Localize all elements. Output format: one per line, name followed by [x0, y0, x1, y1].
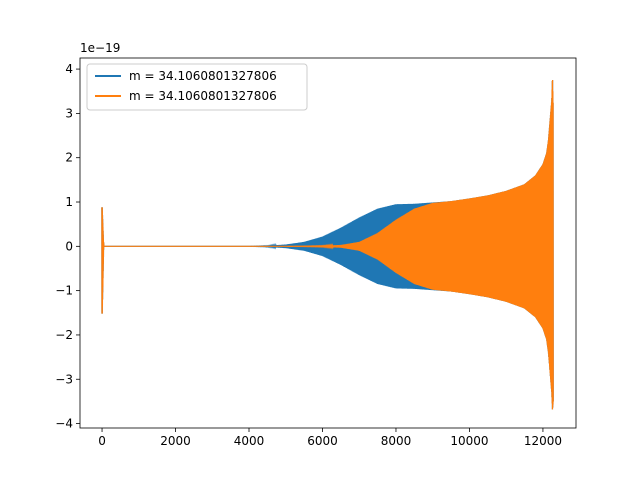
y-tick-label: −4 — [55, 417, 73, 431]
series-layer — [101, 79, 554, 410]
y-tick-label: 0 — [65, 239, 73, 253]
legend-label-2: m = 34.1060801327806 — [129, 89, 277, 103]
y-tick-label: −2 — [55, 328, 73, 342]
y-tick-label: 4 — [65, 62, 73, 76]
x-tick-label: 10000 — [450, 434, 488, 448]
series-line-2 — [101, 79, 554, 410]
y-offset-text: 1e−19 — [80, 41, 120, 55]
x-tick-label: 8000 — [381, 434, 412, 448]
legend-label-1: m = 34.1060801327806 — [129, 69, 277, 83]
y-tick-label: −3 — [55, 372, 73, 386]
x-tick-label: 0 — [98, 434, 106, 448]
legend: m = 34.1060801327806 m = 34.1060801327806 — [86, 63, 308, 111]
y-tick-label: 3 — [65, 106, 73, 120]
x-tick-label: 2000 — [160, 434, 191, 448]
x-tick-label: 12000 — [524, 434, 562, 448]
axes-layer: 0 2000 4000 6000 8000 10000 12000 −4 −3 −2 −1 0 1 2 3 4 — [55, 57, 577, 448]
series-2-oscillation — [101, 79, 554, 410]
legend-box — [86, 63, 308, 111]
y-tick-label: 2 — [65, 151, 73, 165]
x-tick-label: 4000 — [234, 434, 265, 448]
y-tick-label: 1 — [65, 195, 73, 209]
plot-frame — [79, 57, 577, 429]
y-tick-label: −1 — [55, 284, 73, 298]
x-tick-label: 6000 — [307, 434, 338, 448]
